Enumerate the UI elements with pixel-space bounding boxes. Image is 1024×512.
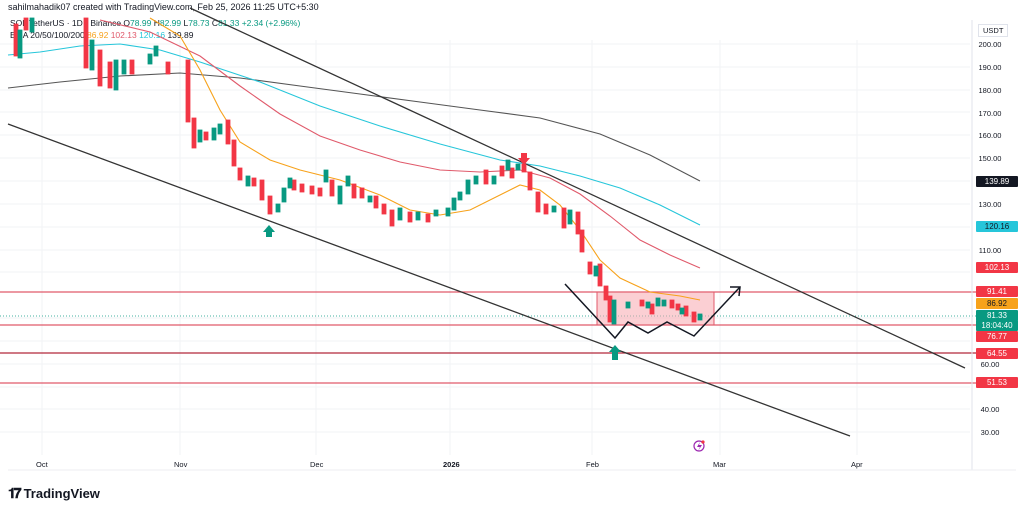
support-price-tag: 76.77 xyxy=(976,331,1018,342)
channel-lower-line[interactable] xyxy=(7,123,851,437)
channel-upper-line[interactable] xyxy=(189,7,966,369)
y-tick-190: 190.00 xyxy=(978,63,1002,72)
y-tick-170: 170.00 xyxy=(978,109,1002,118)
symbol-legend: SOL TetherUS · 1D · Binance O78.99 H82.9… xyxy=(10,18,300,28)
x-tick-2026: 2026 xyxy=(443,460,460,469)
ema200-price-tag: 139.89 xyxy=(976,176,1018,187)
y-tick-60: 60.00 xyxy=(980,360,1000,369)
y-tick-40: 40.00 xyxy=(980,405,1000,414)
breakout-arrowhead xyxy=(730,286,741,297)
event-lightning-icon[interactable] xyxy=(693,440,705,452)
tradingview-logo[interactable]: 𝟏𝟕 TradingView xyxy=(8,485,100,502)
support3-price-tag: 51.53 xyxy=(976,377,1018,388)
y-tick-110: 110.00 xyxy=(978,246,1002,255)
x-tick-feb: Feb xyxy=(586,460,599,469)
ema50-line xyxy=(99,19,701,269)
pair-label: TetherUS · 1D · Binance xyxy=(28,18,122,28)
x-tick-nov: Nov xyxy=(174,460,188,469)
ema50-price-tag: 102.13 xyxy=(976,262,1018,273)
countdown-tag: 18:04:40 xyxy=(976,320,1018,331)
open-value: 78.99 xyxy=(130,18,152,28)
change-value: +2.34 (+2.96%) xyxy=(241,18,301,28)
x-tick-apr: Apr xyxy=(851,460,863,469)
ema-legend: EMA 20/50/100/200 86.92 102.13 120.16 13… xyxy=(10,30,193,40)
x-tick-mar: Mar xyxy=(713,460,726,469)
chart-watermark: sahilmahadik07 created with TradingView.… xyxy=(8,2,319,12)
y-tick-150: 150.00 xyxy=(978,154,1002,163)
ema-label[interactable]: EMA 20/50/100/200 xyxy=(10,30,85,40)
ema100-value: 120.16 xyxy=(139,30,166,40)
high-label: H xyxy=(153,18,160,28)
sell-arrow-icon-jan xyxy=(518,153,530,165)
tradingview-logo-icon: 𝟏𝟕 xyxy=(8,485,22,501)
y-tick-130: 130.00 xyxy=(978,200,1002,209)
brand-name: TradingView xyxy=(23,486,100,501)
low-label: L xyxy=(183,18,189,28)
ema50-value: 102.13 xyxy=(110,30,137,40)
y-tick-200: 200.00 xyxy=(978,40,1002,49)
close-value: 81.33 xyxy=(218,18,240,28)
buy-arrow-icon-feb xyxy=(609,345,621,360)
candlesticks[interactable] xyxy=(13,17,703,325)
ema200-value: 139.89 xyxy=(167,30,194,40)
w-pattern-drawing[interactable] xyxy=(564,283,741,340)
low-value: 78.73 xyxy=(188,18,210,28)
resistance-price-tag: 91.41 xyxy=(976,286,1018,297)
y-tick-180: 180.00 xyxy=(978,86,1002,95)
x-tick-dec: Dec xyxy=(310,460,324,469)
support2-price-tag: 64.55 xyxy=(976,348,1018,359)
ema20-value: 86.92 xyxy=(87,30,109,40)
symbol-name[interactable]: SOL xyxy=(10,18,27,28)
buy-arrow-icon-nov xyxy=(263,225,275,237)
y-tick-160: 160.00 xyxy=(978,131,1002,140)
last-price-tag: 81.33 xyxy=(976,310,1018,321)
ema100-price-tag: 120.16 xyxy=(976,221,1018,232)
x-tick-oct: Oct xyxy=(36,460,48,469)
open-label: O xyxy=(123,18,131,28)
ema20-price-tag: 86.92 xyxy=(976,298,1018,309)
ema100-line xyxy=(7,43,701,226)
high-value: 82.99 xyxy=(159,18,182,28)
ema200-line xyxy=(7,72,701,182)
currency-label[interactable]: USDT xyxy=(978,24,1009,37)
grid xyxy=(0,40,970,455)
support-resistance-levels[interactable] xyxy=(0,291,976,384)
close-label: C xyxy=(211,18,219,28)
y-tick-30: 30.00 xyxy=(980,428,1000,437)
